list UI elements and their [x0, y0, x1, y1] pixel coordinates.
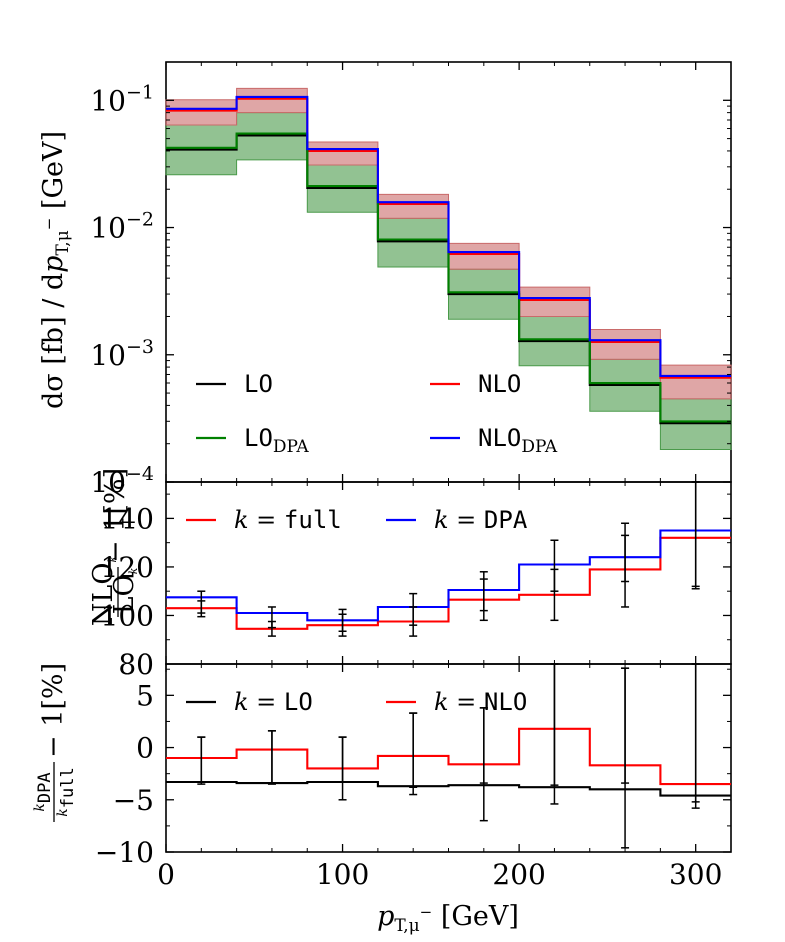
errorbar-k-dpa [550, 539, 559, 592]
line-k-nlo [166, 727, 731, 786]
y-tick-label: 120 [101, 551, 154, 584]
errorbar-k-dpa [197, 590, 206, 614]
y-tick-label: 10−4 [90, 463, 154, 499]
y-tick-label: 10−1 [90, 81, 154, 117]
main-ylabel: dσ [fb] / dpT,μ− [GeV] [38, 131, 73, 409]
errorbar-k-nlo [479, 707, 488, 784]
line-k-full [166, 536, 731, 630]
x-tick-label: 300 [669, 858, 722, 891]
y-tick-label: 0 [136, 732, 154, 765]
errorbar-k-dpa [338, 608, 347, 632]
kfactor-ylabel-denominator: LOk [109, 567, 140, 614]
errorbar-k-dpa [479, 571, 488, 612]
y-tick-label: 10−2 [90, 209, 154, 245]
errorbar-k-dpa [409, 592, 418, 626]
errorbar-k-nlo [197, 736, 206, 785]
y-tick-label: 80 [118, 648, 154, 681]
legend-lo-dpa-label: LODPA [244, 424, 309, 457]
dpa-panel: −10 −5 0 580 0 100 200 300 k = LO k = NLO [95, 648, 731, 891]
errorbar-k-nlo [409, 712, 418, 788]
y-tick-label: 140 [101, 502, 154, 535]
x-tick-label: 200 [492, 858, 545, 891]
main-panel: 10−1 10−2 10−3 10−4 LO NLO LODPA NLODPA [90, 61, 732, 499]
dpa-ylabel-numerator: kDPA [32, 772, 55, 811]
legend-lo-label: LO [244, 370, 273, 398]
y-tick-label: 100 [101, 599, 154, 632]
errorbar-k-nlo [338, 736, 347, 801]
dpa-ylabel-denominator: kfull [55, 767, 78, 816]
y-tick-label: 5 [136, 679, 154, 712]
kfactor-ylabel-numerator: NLOk [88, 555, 119, 626]
legend-k-lo-label: k = LO [234, 688, 313, 716]
legend-k-nlo-label: k = NLO [434, 688, 527, 716]
errorbar-k-dpa [621, 522, 630, 583]
dpa-ylabel-suffix: − 1[%] [38, 663, 69, 758]
legend-k-dpa-label: k = DPA [434, 506, 528, 534]
legend-k-full-label: k = full [234, 506, 342, 534]
y-tick-label: 10−3 [90, 336, 154, 372]
kfactor-ylabel-suffix: − 1[%] [100, 468, 131, 563]
kfactor-ylabel: NLOk LOk − 1[%] [88, 468, 140, 626]
line-k-lo [166, 780, 731, 797]
xlabel: pT,μ− [GeV] [377, 901, 519, 936]
errorbar-k-nlo [550, 663, 559, 786]
errorbar-k-dpa [267, 606, 276, 629]
line-k-dpa [166, 529, 731, 622]
dpa-ylabel: kDPA kfull − 1[%] [32, 663, 78, 822]
kfactor-panel: 100 120 140 k = full k = DPA [101, 481, 731, 664]
errorbar-k-nlo [267, 730, 276, 785]
y-tick-label: −5 [113, 784, 154, 817]
y-tick-label: −10 [95, 836, 154, 869]
x-tick-label: 0 [157, 858, 175, 891]
errorbar-k-dpa [691, 481, 700, 588]
errorbar-k-nlo [691, 663, 700, 803]
line-nlo-dpa [166, 95, 731, 377]
legend-nlo-dpa-label: NLODPA [478, 424, 558, 457]
legend-nlo-label: NLO [478, 370, 521, 398]
errorbar-k-nlo [621, 667, 630, 784]
line-lo-dpa [166, 132, 731, 423]
x-tick-label: 100 [316, 858, 369, 891]
